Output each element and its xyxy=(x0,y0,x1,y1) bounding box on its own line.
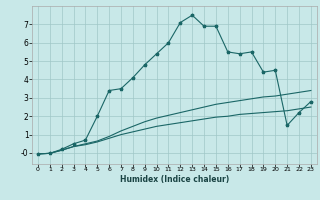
X-axis label: Humidex (Indice chaleur): Humidex (Indice chaleur) xyxy=(120,175,229,184)
